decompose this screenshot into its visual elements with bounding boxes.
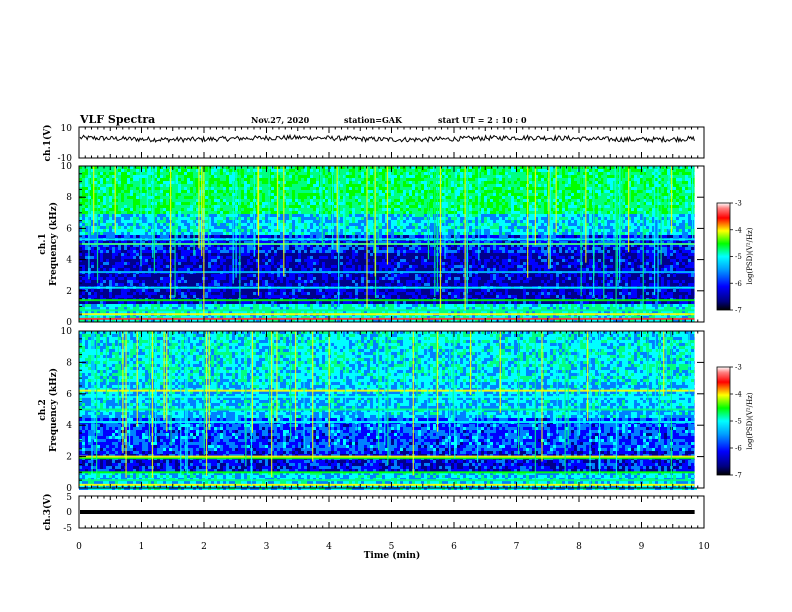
ch1-frequency-ticks: 0 2 4 6 8 10 [61,162,704,328]
frequency-tick-label: 8 [66,193,72,203]
time-tick-label: 2 [201,542,207,552]
frequency-tick-label: 6 [66,224,72,234]
ch2-frequency-ticks: 0 2 4 6 8 10 [61,327,704,494]
colorbar-tick-label: -5 [735,418,742,426]
time-tick-label: 7 [514,542,520,552]
colorbar-tick-label: -3 [735,364,742,372]
ch1-ytick-bottom: -10 [58,154,73,164]
time-tick-label: 1 [139,542,145,552]
time-tick-label: 5 [389,542,395,552]
time-axis-tick-labels: 0 1 2 3 4 5 6 7 8 9 10 [76,542,710,552]
ch1-spectrogram-xticks [78,166,705,322]
frequency-tick-label: 2 [66,453,72,463]
ch1-voltage-trace [79,133,695,144]
colorbar-tick-label: -7 [735,472,742,480]
colorbar-tick-label: -6 [735,445,742,453]
figure-start-time: start UT = 2 : 10 : 0 [438,115,527,125]
colorbar-tick-label: -7 [735,307,742,315]
colorbar-tick-label: -3 [735,200,742,208]
figure-date: Nov.27, 2020 [251,115,310,125]
ch2-spectrogram-xticks [78,331,705,488]
time-tick-label: 6 [451,542,457,552]
colorbar-tick-label: -4 [735,391,742,399]
ch2-colorbar-label: log(PSD)(V²/Hz) [746,392,754,449]
frequency-tick-label: 6 [66,390,72,400]
frequency-tick-label: 0 [66,318,72,328]
ch1-ytick-top: 10 [61,124,73,134]
ch1-voltage-panel: 10 -10 ch.1(V) [42,124,705,164]
ch1-voltage-ylabel: ch.1(V) [42,125,53,162]
frequency-tick-label: 4 [66,421,72,431]
ch3-voltage-ylabel: ch.3(V) [42,494,53,531]
time-tick-label: 9 [639,542,645,552]
figure-title: VLF Spectra [79,113,155,126]
ch3-ytick-bottom: -5 [63,524,72,534]
ch1-spectrogram-panel: 0 2 4 6 8 10 ch.1 Frequency (kHz) -3 -4 -5 -6 -7 … [38,162,754,328]
ch3-ytick-top: 5 [66,493,72,503]
ch3-voltage-ticks [78,496,705,528]
ch3-ytick-mid: 0 [66,508,72,518]
frequency-tick-label: 2 [66,287,72,297]
figure-station: station=GAK [344,115,403,125]
ch3-voltage-panel: 5 0 -5 ch.3(V) [42,493,705,534]
time-tick-label: 10 [698,542,710,552]
ch2-colorbar: -3 -4 -5 -6 -7 log(PSD)(V²/Hz) [716,364,754,480]
colorbar-tick-label: -4 [735,226,742,234]
ch2-spectrogram-image [79,331,704,490]
ch2-spectrogram-ylabel-channel: ch.2 [38,399,48,420]
frequency-tick-label: 8 [66,358,72,368]
ch1-spectrogram-ylabel-channel: ch.1 [38,233,48,254]
ch1-spectrogram-ylabel-frequency: Frequency (kHz) [48,202,59,286]
frequency-tick-label: 10 [61,327,73,337]
ch1-spectrogram-image [79,166,704,322]
frequency-tick-label: 10 [61,162,73,172]
ch2-spectrogram-ylabel-frequency: Frequency (kHz) [48,368,59,452]
time-tick-label: 3 [264,542,270,552]
colorbar-tick-label: -5 [735,253,742,261]
colorbar-tick-label: -6 [735,280,742,288]
ch1-voltage-ticks [78,127,705,158]
time-tick-label: 4 [326,542,332,552]
time-tick-label: 8 [576,542,582,552]
frequency-tick-label: 0 [66,484,72,494]
frequency-tick-label: 4 [66,256,72,266]
ch2-spectrogram-panel: 0 2 4 6 8 10 ch.2 Frequency (kHz) -3 -4 -5 -6 -7 … [38,327,754,494]
time-axis-label: Time (min) [364,550,421,561]
time-tick-label: 0 [76,542,82,552]
ch1-colorbar-label: log(PSD)(V²/Hz) [746,227,754,284]
ch1-colorbar: -3 -4 -5 -6 -7 log(PSD)(V²/Hz) [716,200,754,315]
